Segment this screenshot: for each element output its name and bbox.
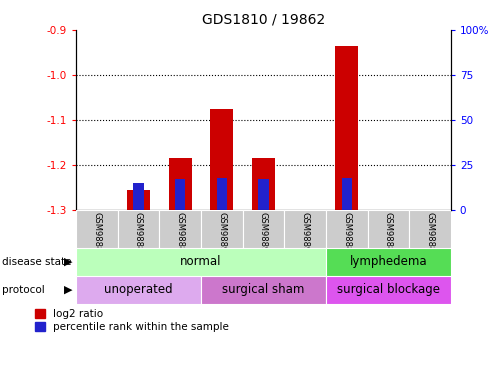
Bar	[342, 178, 352, 210]
Bar	[326, 248, 451, 276]
Bar	[76, 276, 201, 304]
Text: GSM98888: GSM98888	[384, 212, 393, 258]
Text: surgical sham: surgical sham	[222, 283, 305, 296]
Bar	[217, 178, 227, 210]
Bar	[243, 210, 284, 248]
Text: ▶: ▶	[64, 256, 73, 267]
Bar	[169, 158, 192, 210]
Legend: log2 ratio, percentile rank within the sample: log2 ratio, percentile rank within the s…	[35, 309, 229, 332]
Text: GSM98889: GSM98889	[425, 212, 435, 258]
Bar	[118, 210, 159, 248]
Text: lymphedema: lymphedema	[349, 255, 427, 268]
Text: unoperated: unoperated	[104, 283, 173, 296]
Text: protocol: protocol	[2, 285, 45, 295]
Text: ▶: ▶	[64, 285, 73, 295]
Bar	[201, 210, 243, 248]
Text: GSM98892: GSM98892	[300, 212, 310, 257]
Bar	[409, 210, 451, 248]
Bar	[326, 210, 368, 248]
Text: GSM98886: GSM98886	[175, 212, 185, 258]
Text: normal: normal	[180, 255, 221, 268]
Text: GSM98884: GSM98884	[92, 212, 101, 258]
Text: GSM98887: GSM98887	[342, 212, 351, 258]
Text: surgical blockage: surgical blockage	[337, 283, 440, 296]
Bar	[201, 276, 326, 304]
Bar	[252, 158, 275, 210]
Bar	[210, 109, 233, 210]
Text: disease state: disease state	[2, 256, 72, 267]
Bar	[175, 179, 185, 210]
Text: GSM98890: GSM98890	[217, 212, 226, 257]
Text: GSM98885: GSM98885	[134, 212, 143, 258]
Bar	[76, 248, 326, 276]
Bar	[284, 210, 326, 248]
Bar	[368, 210, 409, 248]
Bar	[258, 179, 269, 210]
Bar	[127, 190, 150, 210]
Bar	[133, 183, 144, 210]
Bar	[159, 210, 201, 248]
Title: GDS1810 / 19862: GDS1810 / 19862	[202, 12, 325, 26]
Text: GSM98891: GSM98891	[259, 212, 268, 257]
Bar	[326, 276, 451, 304]
Bar	[76, 210, 118, 248]
Bar	[335, 46, 358, 210]
